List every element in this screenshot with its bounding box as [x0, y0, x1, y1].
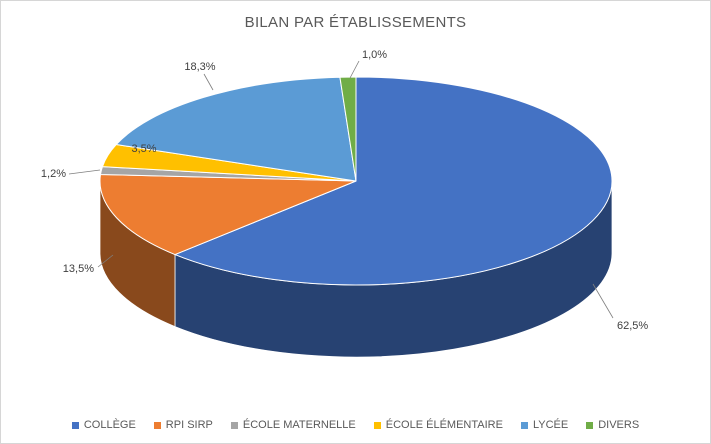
legend-label-divers: DIVERS: [598, 419, 640, 431]
data-label-ecole-maternelle: 1,2%: [41, 168, 66, 180]
legend-swatch-divers: [586, 421, 594, 429]
legend-item-lycee[interactable]: LYCÉE: [520, 419, 569, 431]
pie-slice-divers[interactable]: [339, 76, 357, 182]
legend-swatch-ecole-maternelle: [230, 421, 238, 429]
data-label-divers: 1,0%: [362, 49, 387, 61]
data-label-leader-college: [592, 283, 614, 319]
legend-swatch-rpi-sirp: [153, 421, 161, 429]
pie-slice-lycee[interactable]: [115, 76, 357, 182]
chart-legend: COLLÈGE RPI SIRP ÉCOLE MATERNELLE ÉCOLE ÉLÉ…: [1, 419, 710, 431]
legend-label-college: COLLÈGE: [83, 419, 136, 431]
data-label-leader-rpi-sirp: [97, 254, 114, 268]
legend-item-college[interactable]: COLLÈGE: [71, 419, 136, 431]
legend-item-divers[interactable]: DIVERS: [586, 419, 639, 431]
legend-label-rpi-sirp: RPI SIRP: [165, 419, 213, 431]
legend-swatch-lycee: [520, 421, 528, 429]
pie-slice-college[interactable]: [174, 76, 613, 286]
pie-slice-rpi-sirp[interactable]: [99, 173, 357, 256]
legend-label-ecole-maternelle: ÉCOLE MATERNELLE: [242, 419, 356, 431]
legend-label-ecole-elementaire: ÉCOLE ÉLÉMENTAIRE: [385, 419, 503, 431]
legend-label-lycee: LYCÉE: [532, 419, 569, 431]
legend-item-ecole-maternelle[interactable]: ÉCOLE MATERNELLE: [230, 419, 356, 431]
data-label-rpi-sirp: 13,5%: [63, 263, 94, 275]
data-label-leader-ecole-maternelle: [68, 169, 101, 175]
legend-item-ecole-elementaire[interactable]: ÉCOLE ÉLÉMENTAIRE: [373, 419, 503, 431]
legend-swatch-college: [71, 421, 79, 429]
legend-swatch-ecole-elementaire: [373, 421, 381, 429]
chart-title: BILAN PAR ÉTABLISSEMENTS: [244, 14, 467, 31]
data-label-leader-lycee: [203, 73, 214, 91]
data-label-college: 62,5%: [617, 320, 648, 332]
data-label-lycee: 18,3%: [184, 61, 215, 73]
data-label-leader-divers: [349, 60, 360, 79]
legend-item-rpi-sirp[interactable]: RPI SIRP: [153, 419, 213, 431]
data-label-ecole-elementaire: 3,5%: [131, 143, 156, 155]
